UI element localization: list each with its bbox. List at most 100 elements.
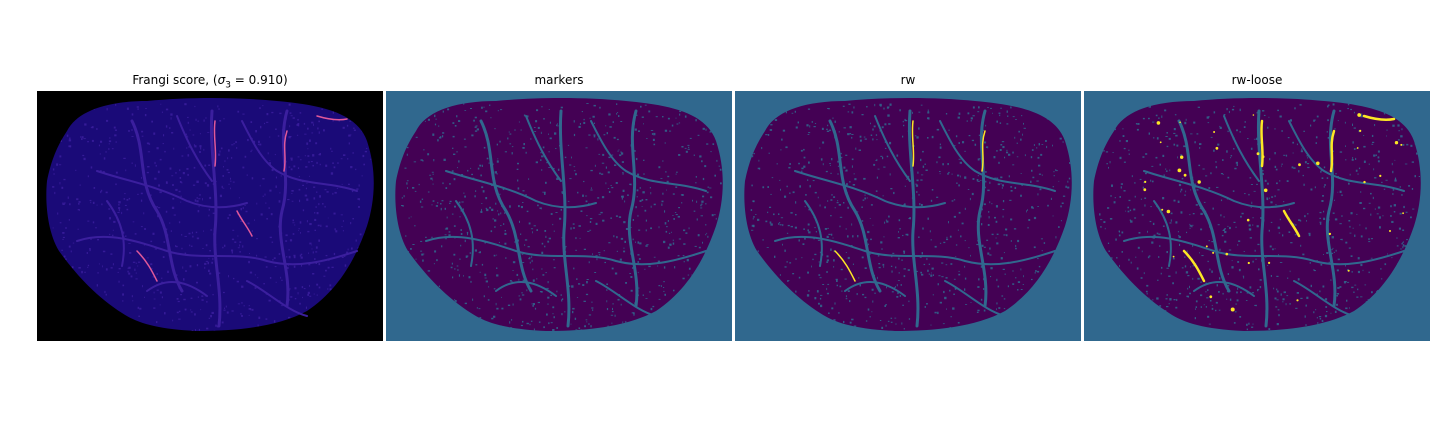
vessel-line [844, 280, 906, 297]
highlight-segment [283, 130, 288, 172]
vessel-line [445, 170, 597, 209]
highlight-segment [213, 120, 217, 167]
highlight-dot [1183, 173, 1187, 177]
highlight-segment [911, 120, 915, 167]
vessel-line [1223, 115, 1260, 182]
highlight-dot [1156, 121, 1161, 125]
vessel-line [96, 170, 248, 209]
vessel-line [1143, 170, 1295, 209]
highlight-segment [981, 130, 986, 172]
highlight-dot [1215, 146, 1219, 150]
highlight-dot [1379, 174, 1382, 177]
rw-image [735, 91, 1081, 341]
markers-svg [386, 91, 732, 341]
highlight-dot [1180, 155, 1184, 159]
highlight-dot [1298, 163, 1301, 167]
highlight-dot [1347, 269, 1350, 272]
highlight-dot [1161, 208, 1164, 211]
highlight-dot [1247, 261, 1250, 265]
highlight-segment [236, 210, 253, 237]
texture-speckles [750, 103, 1071, 331]
highlight-dot [1143, 188, 1147, 192]
highlight-dot [1394, 141, 1399, 145]
vessel-line [804, 200, 823, 267]
vessel-line [1177, 119, 1231, 293]
panel-title-rw: rw [900, 73, 916, 87]
vessel-line [146, 280, 208, 297]
highlight-dot [1328, 232, 1332, 236]
highlight-dot [1144, 180, 1147, 183]
vessel-line [278, 109, 290, 308]
title-suffix: = 0.910) [230, 73, 288, 87]
rw-loose-svg [1084, 91, 1430, 341]
highlight-dot [1209, 295, 1213, 299]
vessel-line [1325, 109, 1337, 308]
tissue-region [744, 98, 1072, 331]
vessel-line [1256, 109, 1269, 328]
highlight-dot [1159, 141, 1162, 144]
highlight-dot [1359, 129, 1362, 132]
vessel-line [976, 109, 988, 308]
highlight-dot [1256, 152, 1260, 156]
vessel-line [1193, 280, 1255, 297]
vessel-line [525, 115, 562, 182]
vessel-line [944, 280, 1006, 317]
highlight-dot [1356, 147, 1359, 149]
rw-loose-image [1084, 91, 1430, 341]
title-prefix: Frangi score, ( [132, 73, 218, 87]
vessel-line [939, 120, 1056, 192]
highlight-segment [1260, 119, 1264, 168]
vessel-line [176, 115, 213, 182]
highlight-segment [136, 250, 158, 282]
highlight-dot [1230, 307, 1235, 312]
highlight-dot [1172, 255, 1175, 258]
vessel-line [455, 200, 474, 267]
vessel-line [130, 119, 184, 293]
vessel-line [794, 170, 946, 209]
vessel-line [595, 280, 657, 317]
highlight-dot [1316, 161, 1320, 166]
vessel-line [828, 119, 882, 293]
highlight-segment [834, 250, 856, 282]
highlight-dot [1296, 299, 1299, 302]
vessel-line [246, 280, 308, 317]
highlight-dot [1268, 261, 1271, 264]
vessel-line [495, 280, 557, 297]
highlight-dot [1252, 114, 1255, 116]
highlight-dot [1261, 155, 1265, 159]
highlight-segment [1282, 209, 1301, 238]
sigma-subscript: 3 [225, 80, 231, 91]
vessel-line [558, 109, 571, 328]
highlight-dot [1400, 143, 1403, 146]
vessel-line [1293, 280, 1355, 317]
vessel-line [241, 120, 358, 192]
highlight-dot [1166, 209, 1171, 214]
vessel-line [1288, 120, 1405, 192]
highlight-dot [1225, 252, 1229, 256]
tissue-region [46, 98, 374, 331]
vessel-line [1153, 200, 1172, 267]
highlight-dot [1402, 212, 1404, 215]
panel-title-markers: markers [534, 73, 584, 87]
highlight-dot [1263, 188, 1268, 193]
vessel-line [907, 109, 920, 328]
highlight-segment [1182, 249, 1206, 283]
highlight-dot [1213, 131, 1216, 133]
vessel-line [106, 200, 125, 267]
highlight-segment [316, 115, 348, 121]
highlight-segment [1362, 114, 1396, 122]
highlight-dot [1197, 180, 1201, 184]
highlight-dot [1246, 218, 1250, 222]
tissue-region [395, 98, 723, 331]
tissue-region [1093, 98, 1421, 331]
sigma-symbol: σ [217, 73, 226, 87]
vessel-line [479, 119, 533, 293]
vessel-line [590, 120, 707, 192]
frangi-score-svg [37, 91, 383, 341]
rw-svg [735, 91, 1081, 341]
highlight-dot [1205, 245, 1208, 248]
markers-image [386, 91, 732, 341]
vessel-line [627, 109, 639, 308]
panel-title-frangi: Frangi score, (σ3 = 0.910) [37, 73, 383, 91]
panel-title-rw-loose: rw-loose [1231, 73, 1283, 87]
